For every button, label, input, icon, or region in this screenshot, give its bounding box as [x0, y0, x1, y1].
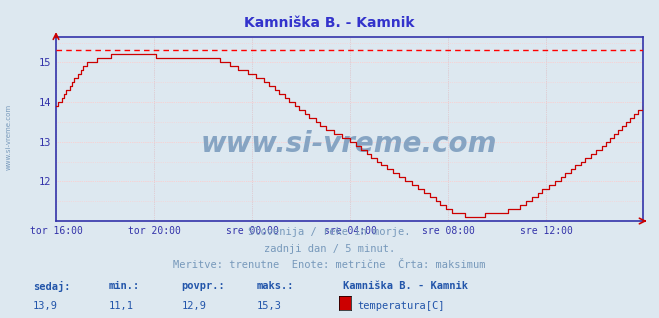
Text: Kamniška B. - Kamnik: Kamniška B. - Kamnik: [244, 16, 415, 30]
Text: Meritve: trenutne  Enote: metrične  Črta: maksimum: Meritve: trenutne Enote: metrične Črta: …: [173, 260, 486, 270]
Text: min.:: min.:: [109, 281, 140, 291]
Text: zadnji dan / 5 minut.: zadnji dan / 5 minut.: [264, 244, 395, 254]
Text: Slovenija / reke in morje.: Slovenija / reke in morje.: [248, 227, 411, 237]
Text: 15,3: 15,3: [257, 301, 282, 310]
Text: 13,9: 13,9: [33, 301, 58, 310]
Text: 12,9: 12,9: [181, 301, 206, 310]
Text: 11,1: 11,1: [109, 301, 134, 310]
Text: sedaj:: sedaj:: [33, 281, 71, 293]
Text: Kamniška B. - Kamnik: Kamniška B. - Kamnik: [343, 281, 468, 291]
Text: www.si-vreme.com: www.si-vreme.com: [5, 104, 11, 170]
Text: maks.:: maks.:: [257, 281, 295, 291]
Text: temperatura[C]: temperatura[C]: [358, 301, 445, 310]
Text: www.si-vreme.com: www.si-vreme.com: [201, 129, 498, 157]
Text: povpr.:: povpr.:: [181, 281, 225, 291]
